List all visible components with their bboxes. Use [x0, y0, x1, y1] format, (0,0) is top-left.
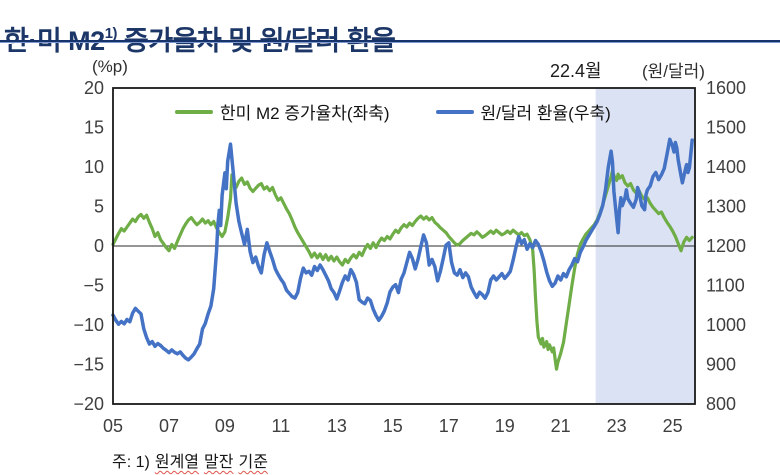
right-axis-tick-label: 1100 [706, 276, 745, 296]
blue-line-swatch-icon [435, 109, 474, 114]
x-axis-tick-label: 17 [439, 416, 459, 436]
right-axis-tick-label: 1300 [706, 197, 746, 217]
footnote-prefix: 주: 1) [112, 454, 150, 471]
left-axis-tick-label: 20 [84, 78, 104, 98]
series-line-1 [111, 137, 694, 362]
left-axis-tick-label: −10 [73, 315, 104, 335]
right-axis-tick-label: 1400 [706, 157, 746, 177]
right-axis-tick-label: 800 [706, 394, 736, 414]
right-axis-tick-label: 1600 [706, 78, 746, 98]
right-axis-tick-label: 1000 [706, 315, 746, 335]
x-axis-tick-label: 11 [272, 416, 291, 436]
x-axis-tick-label: 15 [383, 416, 403, 436]
right-axis-tick-label: 1500 [706, 118, 746, 138]
right-axis-unit-label: (원/달러) [642, 62, 705, 81]
legend-label-m2-gap: 한미 M2 증가율차(좌축) [220, 104, 390, 123]
x-axis-tick-label: 09 [215, 416, 235, 436]
legend-item-fx-rate: 원/달러 환율(우축) [435, 99, 611, 124]
x-axis-tick-label: 07 [159, 416, 179, 436]
footnote: 주: 1) 원계열 말잔 기준 [112, 448, 273, 472]
green-line-swatch-icon [175, 109, 213, 114]
left-axis-tick-label: 0 [94, 236, 104, 256]
left-axis-tick-label: 5 [94, 197, 104, 217]
left-axis-tick-label: −5 [83, 276, 104, 296]
x-axis-tick-label: 05 [103, 416, 123, 436]
plot-border [112, 87, 696, 405]
left-axis-tick-label: 10 [84, 157, 104, 177]
footnote-word: 기준 [238, 454, 268, 471]
x-axis-tick-label: 13 [327, 416, 347, 436]
shaded-region-annotation: 22.4월 [550, 61, 602, 81]
chart-legend: 한미 M2 증가율차(좌축) 원/달러 환율(우축) [175, 99, 611, 124]
x-axis-tick-label: 21 [551, 416, 571, 436]
right-axis-tick-label: 900 [706, 355, 736, 375]
x-axis-tick-label: 25 [663, 416, 683, 436]
footnote-word: 원계열 [154, 454, 200, 471]
left-axis-tick-label: 15 [84, 118, 104, 138]
x-axis-tick-label: 23 [607, 416, 627, 436]
left-axis-tick-label: −15 [73, 355, 104, 375]
title-underline-rule [0, 40, 780, 43]
left-axis-unit-label: (%p) [92, 57, 128, 76]
legend-item-m2-gap: 한미 M2 증가율차(좌축) [175, 99, 390, 124]
page-title-footnote-marker: 1) [104, 25, 118, 42]
legend-label-fx-rate: 원/달러 환율(우축) [480, 104, 611, 123]
x-axis-tick-label: 19 [495, 416, 515, 436]
footnote-word: 말잔 [204, 454, 234, 471]
right-axis-tick-label: 1200 [706, 236, 746, 256]
left-axis-tick-label: −20 [73, 394, 104, 414]
